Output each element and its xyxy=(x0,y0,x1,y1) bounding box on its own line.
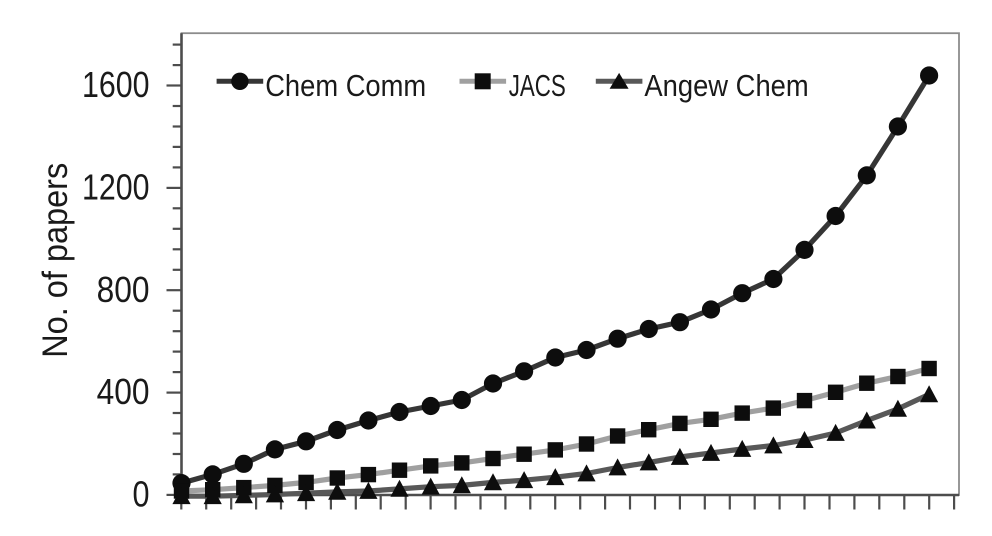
svg-text:800: 800 xyxy=(97,270,150,310)
svg-text:1200: 1200 xyxy=(82,168,150,208)
svg-text:1600: 1600 xyxy=(82,65,150,105)
svg-text:Angew Chem: Angew Chem xyxy=(644,68,808,103)
svg-text:0: 0 xyxy=(133,475,150,515)
svg-text:400: 400 xyxy=(97,372,150,412)
svg-text:No. of papers: No. of papers xyxy=(36,163,75,358)
svg-text:Chem Comm: Chem Comm xyxy=(265,68,426,103)
svg-text:JACS: JACS xyxy=(509,68,566,103)
